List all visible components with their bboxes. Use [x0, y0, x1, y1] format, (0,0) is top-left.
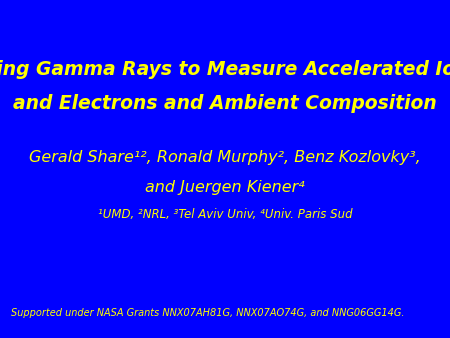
Text: ¹UMD, ²NRL, ³Tel Aviv Univ, ⁴Univ. Paris Sud: ¹UMD, ²NRL, ³Tel Aviv Univ, ⁴Univ. Paris…: [98, 208, 352, 221]
Text: Using Gamma Rays to Measure Accelerated Ions: Using Gamma Rays to Measure Accelerated …: [0, 60, 450, 79]
Text: and Electrons and Ambient Composition: and Electrons and Ambient Composition: [13, 94, 437, 113]
Text: Supported under NASA Grants NNX07AH81G, NNX07AO74G, and NNG06GG14G.: Supported under NASA Grants NNX07AH81G, …: [11, 308, 405, 318]
Text: and Juergen Kiener⁴: and Juergen Kiener⁴: [145, 180, 305, 195]
Text: Gerald Share¹², Ronald Murphy², Benz Kozlovky³,: Gerald Share¹², Ronald Murphy², Benz Koz…: [29, 150, 421, 165]
